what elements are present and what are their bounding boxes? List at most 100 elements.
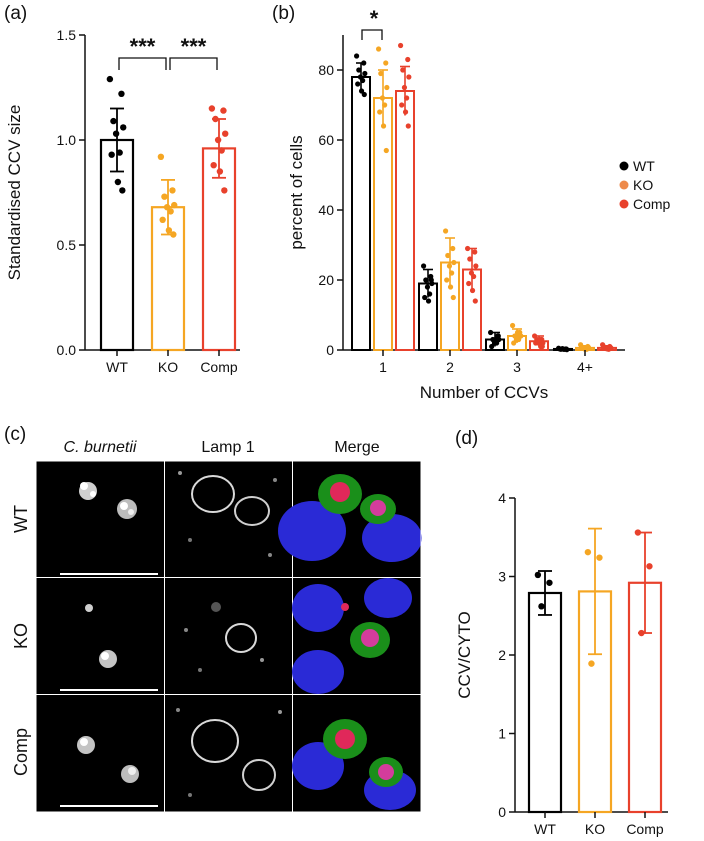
data-point: [584, 548, 592, 556]
significance-label: *: [370, 6, 379, 31]
data-point: [466, 280, 472, 287]
data-point: [361, 60, 367, 66]
legend-label-wt: WT: [633, 158, 655, 174]
data-point: [169, 187, 176, 194]
panel-label-d: (d): [455, 428, 478, 449]
data-point: [157, 153, 165, 160]
data-point: [362, 70, 368, 77]
chart-ccv-size: 0.0 0.5 1.0 1.5 Standardised CCV size WT KO Com…: [5, 27, 240, 375]
y-axis-title: Standardised CCV size: [5, 105, 24, 281]
data-point: [376, 46, 382, 52]
data-point: [472, 249, 478, 255]
x-tick-label: 2: [446, 359, 454, 375]
row-label-ko: KO: [11, 623, 31, 649]
data-point: [423, 277, 429, 283]
chart-ccv-cyto: 0 1 2 3 4 CCV/CYTO WT KO Comp: [455, 490, 668, 837]
column-title-lamp1: Lamp 1: [201, 439, 254, 456]
data-point: [116, 149, 123, 156]
row-label-comp: Comp: [11, 728, 31, 776]
y-tick-label: 2: [498, 647, 506, 663]
data-point: [112, 130, 120, 137]
data-point: [445, 252, 451, 259]
data-point: [449, 270, 455, 276]
data-point: [406, 74, 412, 80]
data-point: [443, 228, 449, 234]
data-point: [354, 53, 360, 59]
data-point: [399, 102, 405, 108]
data-point: [216, 168, 224, 175]
micrograph-wt-cburnetii: [36, 461, 164, 577]
y-tick-label: 20: [318, 272, 334, 288]
y-tick-label: 1: [498, 726, 506, 742]
x-tick-label: KO: [158, 359, 178, 375]
data-point: [405, 56, 411, 63]
data-point: [588, 660, 595, 667]
x-tick-label: 1: [379, 359, 387, 375]
data-point: [517, 333, 523, 339]
data-point: [210, 162, 217, 169]
data-point: [514, 329, 521, 336]
micrograph-comp-cburnetii: [36, 695, 164, 812]
data-point: [356, 67, 362, 73]
legend-marker-comp: [619, 199, 629, 209]
data-point: [120, 124, 127, 131]
data-point: [401, 84, 408, 91]
legend-label-ko: KO: [633, 177, 653, 193]
data-point: [405, 123, 411, 129]
micrograph-wt-lamp1: [165, 461, 292, 577]
bar-wt: [527, 591, 563, 814]
data-point: [634, 529, 642, 536]
data-point: [488, 329, 494, 336]
legend-label-comp: Comp: [633, 196, 671, 212]
data-point: [563, 346, 569, 352]
x-tick-label: WT: [106, 359, 128, 375]
data-point: [424, 284, 431, 290]
data-point: [398, 42, 404, 49]
data-point: [119, 187, 126, 194]
y-tick-label: 0.0: [57, 342, 77, 358]
legend-marker-ko: [619, 180, 629, 190]
micrograph-grid: C. burnetii Lamp 1 Merge WT KO Comp: [11, 439, 422, 813]
data-point: [536, 336, 543, 343]
data-point: [110, 117, 117, 125]
data-point: [533, 340, 539, 346]
data-point: [579, 345, 585, 351]
data-point: [171, 201, 178, 209]
micrograph-ko-cburnetii: [36, 578, 164, 694]
significance-bracket: [361, 29, 383, 40]
x-tick-label: KO: [585, 821, 605, 837]
y-tick-label: 0: [498, 804, 506, 820]
data-point: [355, 81, 361, 87]
data-point: [471, 273, 477, 280]
significance-bracket: [118, 57, 167, 70]
data-point: [106, 75, 114, 83]
bar-comp-1: [395, 90, 415, 351]
micrograph-wt-merge: [278, 461, 422, 577]
data-point: [165, 227, 173, 234]
bar-ko-1: [373, 97, 393, 351]
data-point: [601, 345, 607, 351]
data-point: [638, 629, 645, 637]
data-point: [467, 256, 473, 262]
data-point: [360, 77, 366, 84]
data-point: [214, 136, 222, 144]
y-tick-label: 1.5: [57, 27, 77, 43]
x-tick-label: 4+: [577, 359, 593, 375]
data-point: [218, 147, 225, 154]
y-tick-label: 40: [318, 202, 334, 218]
micrograph-comp-merge: [292, 695, 421, 812]
data-point: [170, 231, 177, 238]
data-point: [377, 109, 383, 115]
x-axis-title: Number of CCVs: [420, 383, 548, 402]
data-point: [451, 259, 457, 266]
data-point: [546, 579, 553, 586]
data-point: [382, 102, 388, 108]
data-point: [159, 216, 166, 223]
data-point: [383, 147, 389, 154]
panel-label-c: (c): [4, 424, 26, 445]
data-point: [404, 95, 410, 101]
data-point: [114, 178, 122, 186]
panel-label-a: (a): [4, 3, 27, 24]
data-point: [444, 277, 450, 283]
